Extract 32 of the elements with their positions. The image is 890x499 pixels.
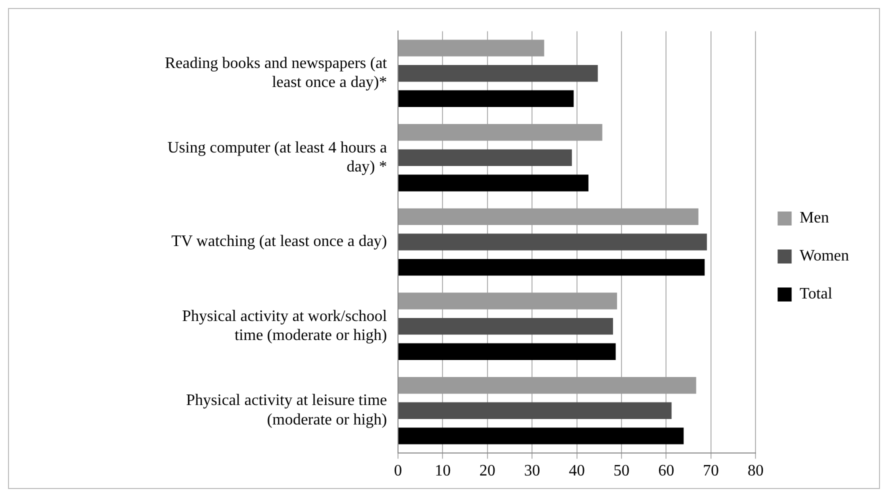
bar — [398, 402, 672, 419]
bar — [398, 428, 684, 444]
x-tick-label: 30 — [524, 462, 540, 480]
y-tick-label: Reading books and newspapers (at least once a day)* — [164, 54, 388, 92]
bar — [398, 318, 614, 335]
x-tick-label: 70 — [702, 462, 719, 480]
bar — [398, 292, 618, 310]
bar — [398, 376, 696, 394]
bar — [398, 234, 707, 250]
x-tick-label: 60 — [658, 462, 674, 480]
bar — [398, 149, 572, 166]
legend-label: Total — [800, 286, 833, 303]
x-tick-label: 80 — [748, 462, 764, 480]
bar — [398, 90, 574, 108]
bar — [398, 65, 598, 82]
y-tick-label: TV watching (at least once a day) — [171, 233, 387, 250]
y-tick-label: Physical activity at leisure time (moderate or high) — [186, 392, 387, 428]
legend-label: Women — [800, 248, 850, 265]
bar — [398, 208, 698, 226]
bar — [398, 258, 705, 276]
x-tick-label: 0 — [394, 462, 402, 480]
legend-label: Men — [800, 210, 829, 227]
y-tick-label: Physical activity at work/school time (moderate or high) — [182, 308, 388, 344]
x-tick-label: 10 — [434, 462, 451, 480]
bar — [398, 40, 544, 56]
x-tick-label: 50 — [614, 462, 630, 480]
y-tick-label: Using computer (at least 4 hours a day) * — [168, 139, 387, 176]
bar — [398, 124, 602, 141]
x-tick-label: 40 — [568, 462, 585, 480]
bar — [398, 343, 616, 360]
x-tick-label: 20 — [479, 462, 496, 480]
bar — [398, 174, 588, 192]
